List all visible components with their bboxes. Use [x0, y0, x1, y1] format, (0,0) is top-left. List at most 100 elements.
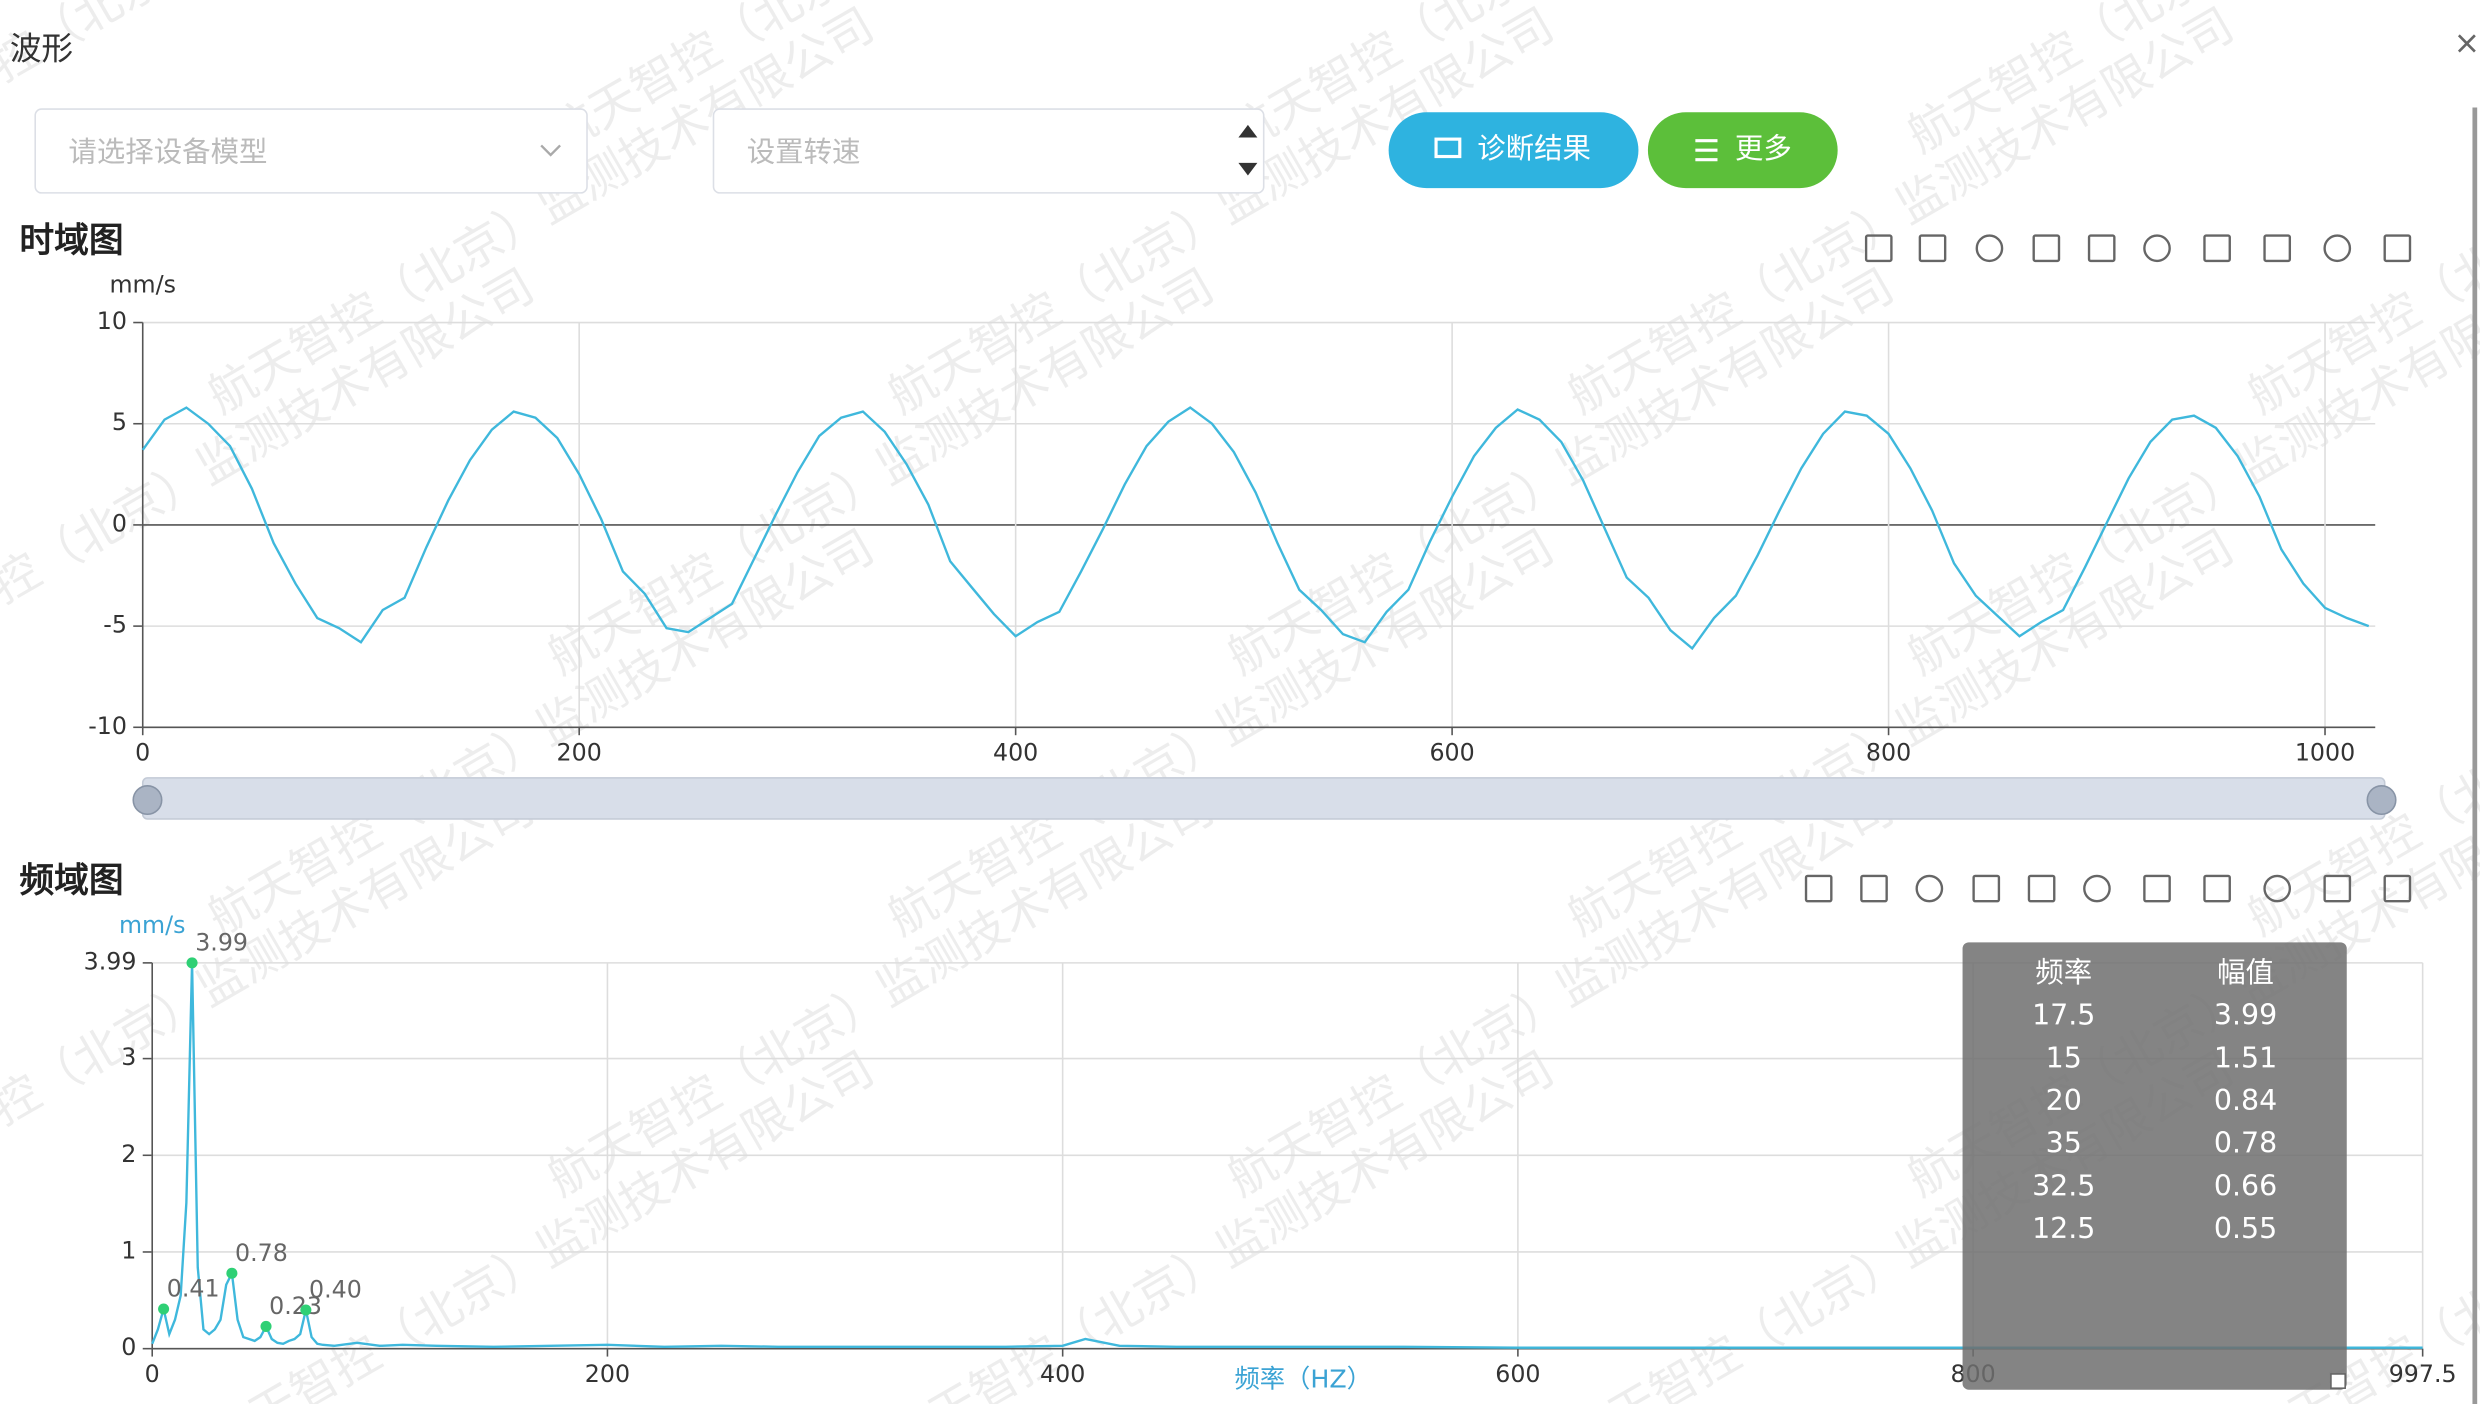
icon-shape — [1918, 234, 1947, 263]
y-tick-label: -5 — [103, 611, 127, 639]
toolbar-icon[interactable] — [1918, 234, 1947, 263]
toolbar-icon[interactable] — [2323, 234, 2352, 263]
toolbar-icon[interactable] — [1860, 874, 1888, 903]
toolbar-icon[interactable] — [2263, 234, 2292, 263]
tooltip-cell: 1.51 — [2214, 1041, 2277, 1074]
spin-down[interactable] — [1238, 162, 1258, 176]
y-tick-label: 0 — [121, 1333, 136, 1361]
icon-shape — [2383, 874, 2412, 903]
x-tick-label: 400 — [993, 739, 1038, 767]
peak-marker — [226, 1267, 238, 1279]
line-series — [141, 406, 2370, 651]
toolbar-icon[interactable] — [2383, 234, 2412, 263]
icon-shape — [2323, 874, 2352, 903]
input-placeholder: 设置转速 — [747, 135, 861, 168]
peak-label: 0.40 — [309, 1276, 362, 1304]
icon-shape — [2032, 234, 2061, 263]
input-box — [712, 108, 1265, 194]
peak-marker — [158, 1303, 170, 1315]
select-box — [34, 108, 588, 194]
toolbar-icon[interactable] — [2083, 874, 2111, 903]
slider-handle[interactable] — [2366, 785, 2397, 816]
tooltip-cell: 0.66 — [2214, 1169, 2277, 1202]
tooltip-cell: 17.5 — [2032, 999, 2095, 1032]
toolbar-icon[interactable] — [2383, 874, 2412, 903]
watermark: 航天智控（北京）监测技术有限公司 — [1219, 780, 1904, 1207]
spin-up[interactable] — [1238, 124, 1258, 138]
x-tick-label: 1000 — [2295, 739, 2355, 767]
watermark: 航天智控（北京）监测技术有限公司 — [199, 0, 884, 425]
icon-shape — [2087, 234, 2116, 263]
watermark: 航天智控（北京）监测技术有限公司 — [199, 1041, 884, 1404]
toolbar-icon[interactable] — [2143, 234, 2171, 263]
y-tick-label: 2 — [121, 1140, 136, 1168]
line-series — [151, 962, 2423, 1349]
y-tick-label: 10 — [97, 307, 127, 335]
icon-shape — [1975, 234, 2004, 263]
tooltip-cell: 3.99 — [2214, 999, 2277, 1032]
icon-shape — [2263, 874, 2292, 903]
slider-handle[interactable] — [132, 785, 163, 816]
icon-shape — [2143, 234, 2171, 263]
watermark: 航天智控（北京）监测技术有限公司 — [539, 780, 1224, 1207]
chart-title: 频域图 — [19, 861, 123, 901]
toolbar-icon[interactable] — [2143, 874, 2171, 903]
peak-label: 0.41 — [167, 1275, 220, 1303]
diagnose-button[interactable]: 诊断结果 — [1388, 112, 1639, 189]
charts: 10 5 0 -5 -10 0 200 400 600 800 1000 mm/s 0 1 2 3 3.99 0 2… — [84, 271, 2457, 1394]
button-icon — [1695, 139, 1718, 162]
toolbar-icon[interactable] — [1864, 234, 1893, 263]
button-icon — [1434, 137, 1462, 159]
x-tick-label: 400 — [1040, 1360, 1085, 1388]
slider-track — [141, 777, 2386, 820]
chart-title: 时域图 — [19, 221, 123, 261]
icon-shape — [2263, 234, 2292, 263]
tooltip-cell: 15 — [2046, 1041, 2082, 1074]
toolbar-icon[interactable] — [2263, 874, 2292, 903]
zoom-slider[interactable] — [132, 777, 2397, 820]
toolbar-icon[interactable] — [2203, 234, 2231, 263]
button-bg — [1647, 112, 1838, 189]
y-tick-label: 1 — [121, 1236, 136, 1264]
icon-shape — [2203, 234, 2231, 263]
icon-shape — [2143, 874, 2171, 903]
toolbar-icon[interactable] — [1804, 874, 1833, 903]
speed-input[interactable]: 设置转速 — [712, 108, 1265, 194]
tooltip-bg — [1962, 942, 2347, 1390]
button-label: 更多 — [1735, 132, 1792, 165]
tooltip-header: 幅值 — [2217, 956, 2274, 989]
button-bg — [1388, 112, 1639, 189]
device-select[interactable]: 请选择设备模型 — [34, 108, 588, 194]
more-button[interactable]: 更多 — [1647, 112, 1838, 189]
tooltip-header: 频率 — [2035, 956, 2092, 989]
chart: 10 5 0 -5 -10 0 200 400 600 800 1000 mm/s — [88, 271, 2376, 767]
x-tick-label: 600 — [1495, 1360, 1540, 1388]
dialog-title: 波形 — [10, 32, 73, 68]
x-axis-label: 频率（HZ） — [1235, 1364, 1372, 1393]
peak-label: 0.23 — [269, 1292, 322, 1320]
icon-shape — [1972, 874, 2001, 903]
toolbar-icon[interactable] — [2032, 234, 2061, 263]
icon-shape — [1864, 234, 1893, 263]
tooltip-cell: 20 — [2046, 1084, 2082, 1117]
toolbar-icon[interactable] — [2323, 874, 2352, 903]
toolbar-icon[interactable] — [2087, 234, 2116, 263]
toolbar-icon[interactable] — [1975, 234, 2004, 263]
toolbar-icon[interactable] — [1915, 874, 1944, 903]
chevron — [540, 144, 561, 157]
peak-marker — [260, 1320, 272, 1332]
icon-shape — [2203, 874, 2231, 903]
x-tick-label: 0 — [145, 1360, 160, 1388]
tooltip-corner — [2330, 1373, 2346, 1389]
toolbar-icon[interactable] — [2203, 874, 2231, 903]
toolbar-icon[interactable] — [2027, 874, 2056, 903]
toolbar-icon[interactable] — [1972, 874, 2001, 903]
watermark: 航天智控（北京）监测技术有限公司 — [879, 0, 1564, 425]
peak-marker — [300, 1304, 312, 1316]
y-tick-label: -10 — [88, 712, 127, 740]
tooltip-cell: 12.5 — [2032, 1212, 2095, 1245]
close-button[interactable]: × — [2454, 25, 2480, 61]
select-placeholder: 请选择设备模型 — [68, 135, 267, 168]
y-tick-label: 0 — [112, 509, 127, 537]
